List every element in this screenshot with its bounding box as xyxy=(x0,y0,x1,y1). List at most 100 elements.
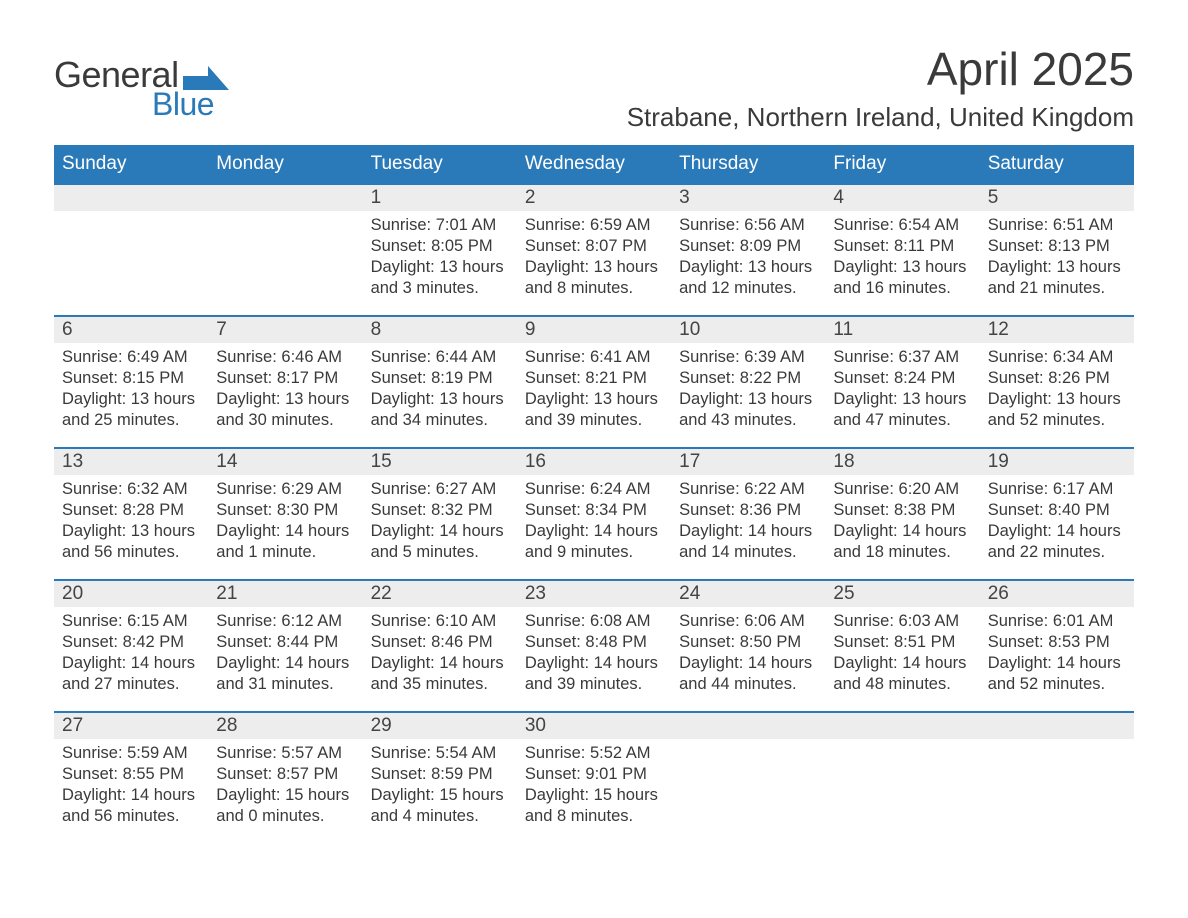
daylight-label: Daylight: xyxy=(62,522,126,540)
sunset-line: Sunset: 8:51 PM xyxy=(833,632,971,653)
day-number: 8 xyxy=(363,317,517,343)
sunset-label: Sunset: xyxy=(62,633,118,651)
sunrise-line: Sunrise: 6:12 AM xyxy=(216,611,354,632)
sunrise-value: 6:49 AM xyxy=(127,348,188,366)
daylight-line: Daylight: 14 hours and 56 minutes. xyxy=(62,785,200,827)
day-number: 13 xyxy=(54,449,208,475)
sunrise-label: Sunrise: xyxy=(62,612,123,630)
day-number: 29 xyxy=(363,713,517,739)
sunset-value: 8:48 PM xyxy=(585,633,646,651)
day-body: Sunrise: 6:37 AMSunset: 8:24 PMDaylight:… xyxy=(825,343,979,439)
sunset-line: Sunset: 8:28 PM xyxy=(62,500,200,521)
col-monday: Monday xyxy=(208,145,362,184)
day-body: Sunrise: 6:22 AMSunset: 8:36 PMDaylight:… xyxy=(671,475,825,571)
col-saturday: Saturday xyxy=(980,145,1134,184)
daylight-line: Daylight: 14 hours and 35 minutes. xyxy=(371,653,509,695)
sunset-line: Sunset: 8:32 PM xyxy=(371,500,509,521)
sunset-label: Sunset: xyxy=(371,633,427,651)
sunrise-label: Sunrise: xyxy=(833,480,894,498)
sunrise-line: Sunrise: 6:17 AM xyxy=(988,479,1126,500)
col-thursday: Thursday xyxy=(671,145,825,184)
sunrise-value: 6:10 AM xyxy=(436,612,497,630)
logo-text-blue: Blue xyxy=(152,86,214,123)
sunset-line: Sunset: 8:17 PM xyxy=(216,368,354,389)
day-body: Sunrise: 5:57 AMSunset: 8:57 PMDaylight:… xyxy=(208,739,362,835)
day-number: 14 xyxy=(208,449,362,475)
sunset-label: Sunset: xyxy=(525,237,581,255)
sunrise-value: 6:22 AM xyxy=(744,480,805,498)
sunrise-line: Sunrise: 6:41 AM xyxy=(525,347,663,368)
day-number: 27 xyxy=(54,713,208,739)
day-body xyxy=(980,739,1134,829)
sunrise-value: 6:24 AM xyxy=(590,480,651,498)
calendar-cell: 22Sunrise: 6:10 AMSunset: 8:46 PMDayligh… xyxy=(363,580,517,712)
daylight-label: Daylight: xyxy=(525,522,589,540)
daylight-line: Daylight: 14 hours and 5 minutes. xyxy=(371,521,509,563)
day-number: 30 xyxy=(517,713,671,739)
daylight-label: Daylight: xyxy=(62,390,126,408)
day-number xyxy=(54,185,208,211)
calendar-cell: 10Sunrise: 6:39 AMSunset: 8:22 PMDayligh… xyxy=(671,316,825,448)
sunset-line: Sunset: 8:11 PM xyxy=(833,236,971,257)
day-body: Sunrise: 6:49 AMSunset: 8:15 PMDaylight:… xyxy=(54,343,208,439)
daylight-line: Daylight: 13 hours and 52 minutes. xyxy=(988,389,1126,431)
calendar-cell: 15 Sunrise: 6:27 AMSunset: 8:32 PMDayligh… xyxy=(363,448,517,580)
sunrise-label: Sunrise: xyxy=(216,744,277,762)
day-body: Sunrise: 7:01 AMSunset: 8:05 PMDaylight:… xyxy=(363,211,517,307)
day-number: 9 xyxy=(517,317,671,343)
sunset-value: 8:38 PM xyxy=(894,501,955,519)
sunset-label: Sunset: xyxy=(525,369,581,387)
daylight-line: Daylight: 13 hours and 56 minutes. xyxy=(62,521,200,563)
day-number: 25 xyxy=(825,581,979,607)
page: General Blue April 2025 Strabane, Northe… xyxy=(0,0,1188,884)
sunset-label: Sunset: xyxy=(216,633,272,651)
sunset-value: 8:44 PM xyxy=(277,633,338,651)
sunset-value: 8:57 PM xyxy=(277,765,338,783)
sunrise-label: Sunrise: xyxy=(988,480,1049,498)
sunset-value: 9:01 PM xyxy=(585,765,646,783)
day-body: Sunrise: 6:54 AMSunset: 8:11 PMDaylight:… xyxy=(825,211,979,307)
day-number: 15 xyxy=(363,449,517,475)
sunrise-label: Sunrise: xyxy=(833,216,894,234)
day-body: Sunrise: 6:15 AMSunset: 8:42 PMDaylight:… xyxy=(54,607,208,703)
sunrise-label: Sunrise: xyxy=(371,216,432,234)
sunrise-value: 6:32 AM xyxy=(127,480,188,498)
daylight-line: Daylight: 14 hours and 48 minutes. xyxy=(833,653,971,695)
daylight-label: Daylight: xyxy=(525,258,589,276)
sunrise-value: 6:39 AM xyxy=(744,348,805,366)
logo: General Blue xyxy=(54,42,229,123)
sunrise-value: 6:51 AM xyxy=(1053,216,1114,234)
sunset-value: 8:55 PM xyxy=(123,765,184,783)
sunrise-value: 6:56 AM xyxy=(744,216,805,234)
day-number xyxy=(671,713,825,739)
sunrise-line: Sunrise: 6:22 AM xyxy=(679,479,817,500)
daylight-label: Daylight: xyxy=(988,654,1052,672)
daylight-line: Daylight: 14 hours and 44 minutes. xyxy=(679,653,817,695)
sunset-label: Sunset: xyxy=(833,369,889,387)
calendar-cell: 30Sunrise: 5:52 AMSunset: 9:01 PMDayligh… xyxy=(517,712,671,844)
daylight-label: Daylight: xyxy=(525,786,589,804)
sunset-label: Sunset: xyxy=(525,501,581,519)
daylight-label: Daylight: xyxy=(988,522,1052,540)
sunset-label: Sunset: xyxy=(371,765,427,783)
sunrise-label: Sunrise: xyxy=(525,216,586,234)
sunset-value: 8:13 PM xyxy=(1048,237,1109,255)
sunrise-label: Sunrise: xyxy=(216,612,277,630)
sunset-label: Sunset: xyxy=(216,369,272,387)
calendar-cell: 11Sunrise: 6:37 AMSunset: 8:24 PMDayligh… xyxy=(825,316,979,448)
sunrise-value: 6:37 AM xyxy=(899,348,960,366)
sunrise-line: Sunrise: 6:27 AM xyxy=(371,479,509,500)
sunrise-line: Sunrise: 6:56 AM xyxy=(679,215,817,236)
daylight-line: Daylight: 13 hours and 8 minutes. xyxy=(525,257,663,299)
page-title: April 2025 xyxy=(627,42,1134,96)
col-friday: Friday xyxy=(825,145,979,184)
daylight-label: Daylight: xyxy=(833,654,897,672)
daylight-label: Daylight: xyxy=(371,390,435,408)
header: General Blue April 2025 Strabane, Northe… xyxy=(54,42,1134,133)
daylight-line: Daylight: 14 hours and 14 minutes. xyxy=(679,521,817,563)
day-number: 18 xyxy=(825,449,979,475)
day-body: Sunrise: 6:56 AMSunset: 8:09 PMDaylight:… xyxy=(671,211,825,307)
daylight-label: Daylight: xyxy=(679,522,743,540)
day-body: Sunrise: 6:44 AMSunset: 8:19 PMDaylight:… xyxy=(363,343,517,439)
sunrise-value: 7:01 AM xyxy=(436,216,497,234)
